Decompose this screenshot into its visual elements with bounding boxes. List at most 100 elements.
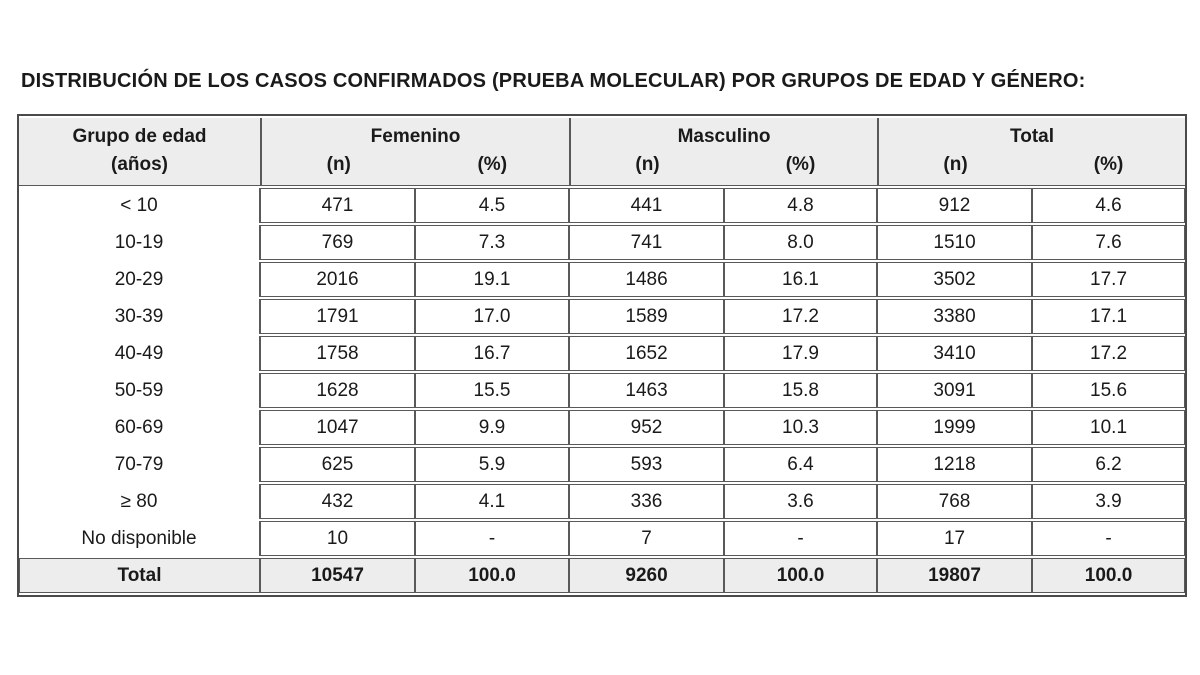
age-header-line1: Grupo de edad — [72, 126, 207, 147]
table-row: < 10 471 4.5 441 4.8 912 4.6 — [19, 188, 1186, 223]
total-n-cell: 912 — [877, 188, 1033, 223]
total-pct-cell: 17.1 — [1032, 299, 1186, 334]
masculino-label: Masculino — [677, 126, 771, 147]
table-row: 10-19 769 7.3 741 8.0 1510 7.6 — [19, 225, 1186, 260]
femenino-pct-cell: 4.1 — [415, 484, 570, 519]
total-n-subheader: (n) — [943, 154, 968, 175]
total-n-cell: 3091 — [877, 373, 1033, 408]
femenino-n-cell: 625 — [260, 447, 415, 482]
total-row-label: Total — [19, 558, 260, 593]
total-n-cell: 1510 — [877, 225, 1033, 260]
total-pct-cell: 10.1 — [1032, 410, 1186, 445]
total-total-pct-cell: 100.0 — [1032, 558, 1186, 593]
total-n-cell: 3410 — [877, 336, 1033, 371]
femenino-n-cell: 1047 — [260, 410, 415, 445]
total-pct-cell: - — [1032, 521, 1186, 556]
femenino-pct-cell: 4.5 — [415, 188, 570, 223]
femenino-n-cell: 2016 — [260, 262, 415, 297]
table-body: < 10 471 4.5 441 4.8 912 4.6 10-19 769 7… — [19, 188, 1186, 593]
age-header-line2: (años) — [111, 154, 168, 175]
table-row: 40-49 1758 16.7 1652 17.9 3410 17.2 — [19, 336, 1186, 371]
age-group-cell: 40-49 — [19, 336, 260, 371]
femenino-n-cell: 1628 — [260, 373, 415, 408]
age-gender-distribution-table: Grupo de edad (años) Femenino (n) (%) Ma… — [17, 114, 1188, 597]
total-label: Total — [1010, 126, 1055, 147]
total-masculino-pct-cell: 100.0 — [724, 558, 878, 593]
femenino-pct-cell: 5.9 — [415, 447, 570, 482]
table-row: 70-79 625 5.9 593 6.4 1218 6.2 — [19, 447, 1186, 482]
total-pct-subheader: (%) — [1093, 154, 1124, 175]
femenino-n-cell: 471 — [260, 188, 415, 223]
total-pct-cell: 7.6 — [1032, 225, 1186, 260]
masculino-pct-cell: 17.2 — [724, 299, 878, 334]
masculino-n-cell: 741 — [569, 225, 725, 260]
age-group-cell: 30-39 — [19, 299, 260, 334]
total-masculino-n-cell: 9260 — [569, 558, 725, 593]
total-femenino-pct-cell: 100.0 — [415, 558, 570, 593]
total-n-cell: 1218 — [877, 447, 1033, 482]
masculino-n-cell: 441 — [569, 188, 725, 223]
total-pct-cell: 4.6 — [1032, 188, 1186, 223]
femenino-n-cell: 1758 — [260, 336, 415, 371]
column-header-femenino: Femenino (n) (%) — [260, 118, 570, 186]
table-row: 20-29 2016 19.1 1486 16.1 3502 17.7 — [19, 262, 1186, 297]
age-group-cell: < 10 — [19, 188, 260, 223]
total-pct-cell: 6.2 — [1032, 447, 1186, 482]
masculino-pct-cell: 3.6 — [724, 484, 878, 519]
masculino-pct-subheader: (%) — [785, 154, 816, 175]
femenino-pct-cell: 15.5 — [415, 373, 570, 408]
age-group-cell: 60-69 — [19, 410, 260, 445]
table-total-row: Total 10547 100.0 9260 100.0 19807 100.0 — [19, 558, 1186, 593]
table-header: Grupo de edad (años) Femenino (n) (%) Ma… — [19, 118, 1186, 186]
column-header-masculino: Masculino (n) (%) — [569, 118, 878, 186]
masculino-pct-cell: 8.0 — [724, 225, 878, 260]
masculino-pct-cell: 17.9 — [724, 336, 878, 371]
age-group-cell: 20-29 — [19, 262, 260, 297]
age-group-cell: 70-79 — [19, 447, 260, 482]
masculino-pct-cell: 10.3 — [724, 410, 878, 445]
femenino-pct-cell: 16.7 — [415, 336, 570, 371]
age-group-cell: 10-19 — [19, 225, 260, 260]
table-row: 50-59 1628 15.5 1463 15.8 3091 15.6 — [19, 373, 1186, 408]
table-row: No disponible 10 - 7 - 17 - — [19, 521, 1186, 556]
age-group-cell: 50-59 — [19, 373, 260, 408]
table-row: 60-69 1047 9.9 952 10.3 1999 10.1 — [19, 410, 1186, 445]
age-group-cell: No disponible — [19, 521, 260, 556]
total-pct-cell: 3.9 — [1032, 484, 1186, 519]
femenino-n-cell: 432 — [260, 484, 415, 519]
total-total-n-cell: 19807 — [877, 558, 1033, 593]
femenino-n-cell: 1791 — [260, 299, 415, 334]
masculino-n-subheader: (n) — [635, 154, 660, 175]
femenino-pct-cell: 17.0 — [415, 299, 570, 334]
masculino-pct-cell: 15.8 — [724, 373, 878, 408]
masculino-pct-cell: 16.1 — [724, 262, 878, 297]
masculino-n-cell: 7 — [569, 521, 725, 556]
masculino-pct-cell: - — [724, 521, 878, 556]
masculino-n-cell: 952 — [569, 410, 725, 445]
femenino-n-subheader: (n) — [326, 154, 351, 175]
masculino-n-cell: 336 — [569, 484, 725, 519]
femenino-pct-subheader: (%) — [477, 154, 508, 175]
femenino-pct-cell: 19.1 — [415, 262, 570, 297]
masculino-n-cell: 1589 — [569, 299, 725, 334]
column-header-age-group: Grupo de edad (años) — [19, 118, 260, 186]
total-n-cell: 17 — [877, 521, 1033, 556]
masculino-n-cell: 593 — [569, 447, 725, 482]
masculino-pct-cell: 4.8 — [724, 188, 878, 223]
total-n-cell: 3502 — [877, 262, 1033, 297]
total-n-cell: 768 — [877, 484, 1033, 519]
total-pct-cell: 15.6 — [1032, 373, 1186, 408]
age-group-cell: ≥ 80 — [19, 484, 260, 519]
femenino-pct-cell: - — [415, 521, 570, 556]
total-pct-cell: 17.7 — [1032, 262, 1186, 297]
femenino-pct-cell: 9.9 — [415, 410, 570, 445]
table-row: ≥ 80 432 4.1 336 3.6 768 3.9 — [19, 484, 1186, 519]
page-title: DISTRIBUCIÓN DE LOS CASOS CONFIRMADOS (P… — [21, 70, 1086, 92]
masculino-n-cell: 1486 — [569, 262, 725, 297]
total-n-cell: 3380 — [877, 299, 1033, 334]
femenino-pct-cell: 7.3 — [415, 225, 570, 260]
total-pct-cell: 17.2 — [1032, 336, 1186, 371]
femenino-n-cell: 769 — [260, 225, 415, 260]
masculino-n-cell: 1652 — [569, 336, 725, 371]
total-n-cell: 1999 — [877, 410, 1033, 445]
